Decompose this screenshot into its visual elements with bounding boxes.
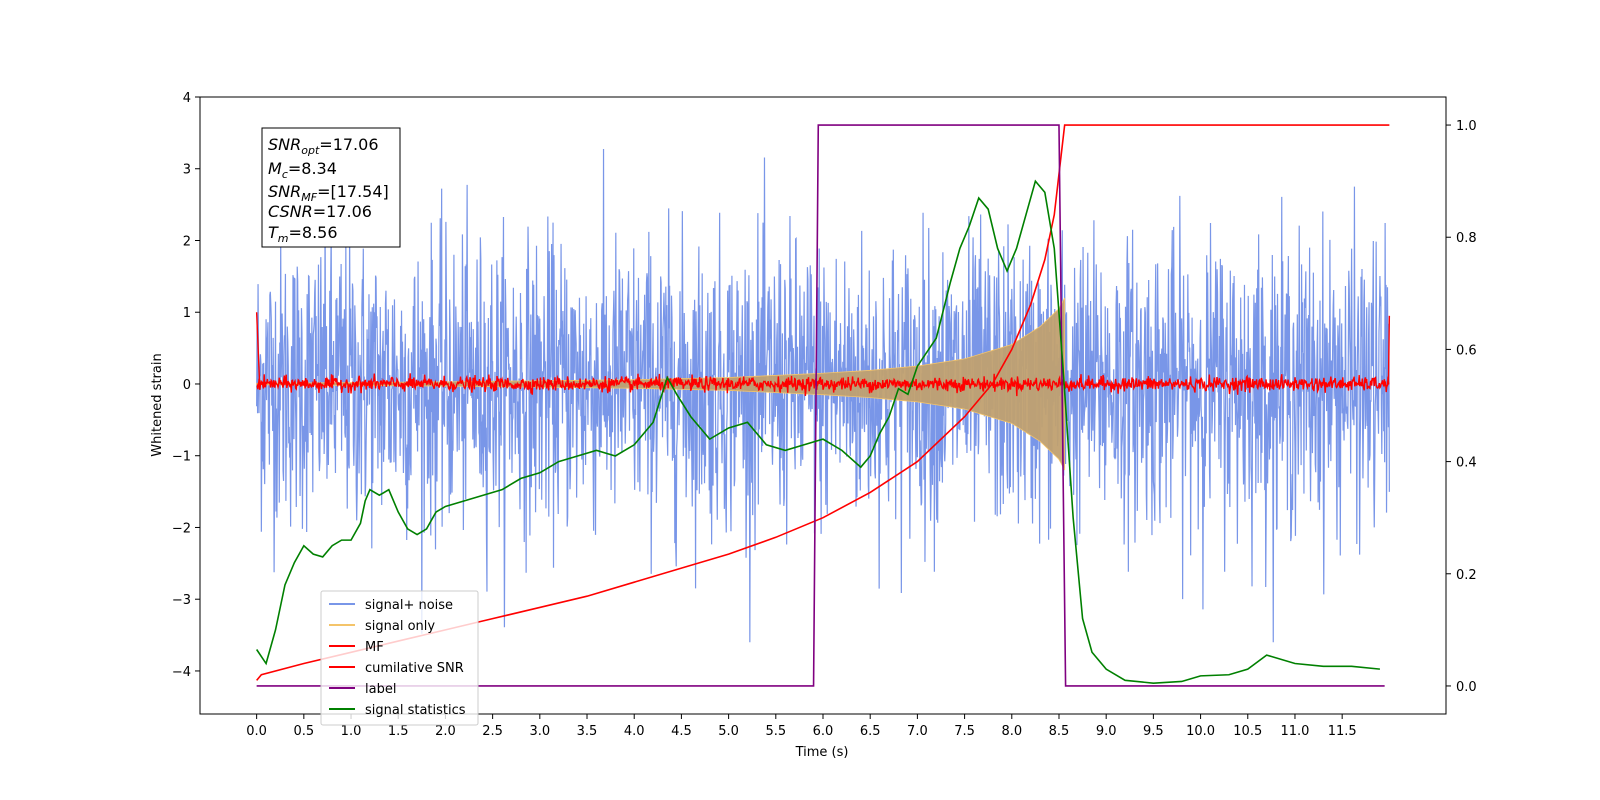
x-tick-label: 3.5 — [577, 724, 598, 739]
x-tick-label: 10.0 — [1186, 724, 1215, 739]
x-axis: 0.0 0.5 1.0 1.5 2.0 2.5 3.0 3.5 4.0 4.5 5.0 5.5 6.0 6… — [246, 714, 1357, 739]
legend-label: signal statistics — [365, 703, 466, 718]
x-tick-label: 1.5 — [388, 724, 409, 739]
x-tick-label: 4.5 — [671, 724, 692, 739]
x-tick-label: 3.0 — [529, 724, 550, 739]
legend: signal+ noise signal only MF cumilative SNR… — [320, 590, 479, 726]
legend-label: MF — [365, 640, 384, 655]
x-axis-label: Time (s) — [795, 745, 849, 760]
y-tick-label: −2 — [172, 521, 191, 536]
legend-item: MF — [329, 640, 384, 655]
annotation-snr-mf: SNRMF=[17.54] — [268, 182, 389, 204]
x-tick-label: 10.5 — [1233, 724, 1262, 739]
y-tick-label: 4 — [183, 91, 191, 106]
y-tick-label: 2 — [183, 234, 191, 249]
x-tick-label: 11.5 — [1328, 724, 1357, 739]
legend-label: signal only — [365, 619, 435, 634]
y2-tick-label: 0.8 — [1456, 231, 1477, 246]
legend-label: signal+ noise — [365, 598, 453, 613]
y2-tick-label: 0.0 — [1456, 680, 1477, 695]
legend-item: signal+ noise — [329, 598, 453, 613]
x-tick-label: 11.0 — [1280, 724, 1309, 739]
series-signal-statistics — [255, 179, 1380, 684]
y2-tick-label: 0.6 — [1456, 343, 1477, 358]
x-tick-label: 2.0 — [435, 724, 456, 739]
y-tick-label: −4 — [172, 665, 191, 680]
legend-label: cumilative SNR — [365, 661, 464, 676]
legend-item: label — [329, 682, 396, 697]
annotation-csnr: CSNR=17.06 — [268, 202, 372, 221]
legend-item: signal statistics — [329, 703, 466, 718]
y-tick-label: 3 — [183, 163, 191, 178]
y-tick-label: −1 — [172, 450, 191, 465]
y-axis-right: 1.0 0.8 0.6 0.4 0.2 0.0 — [1446, 119, 1477, 695]
series-mf — [255, 312, 1391, 397]
x-tick-label: 2.5 — [482, 724, 503, 739]
x-tick-label: 5.5 — [765, 724, 786, 739]
y-tick-label: 1 — [183, 306, 191, 321]
annotation-tm: Tm=8.56 — [268, 223, 338, 245]
y2-tick-label: 1.0 — [1456, 119, 1477, 134]
y2-tick-label: 0.2 — [1456, 568, 1477, 583]
annotation-mc: Mc=8.34 — [268, 159, 337, 181]
series-label — [256, 124, 1385, 687]
x-tick-label: 1.0 — [341, 724, 362, 739]
y-tick-label: −3 — [172, 593, 191, 608]
annotation-box: SNRopt=17.06 Mc=8.34 SNRMF=[17.54] CSNR=… — [261, 127, 401, 248]
y-axis-left: 4 3 2 1 0 −1 −2 −3 −4 — [172, 91, 200, 680]
x-tick-label: 9.5 — [1143, 724, 1164, 739]
x-tick-label: 9.0 — [1096, 724, 1117, 739]
x-tick-label: 0.0 — [246, 724, 267, 739]
y-tick-label: 0 — [183, 378, 191, 393]
legend-item: cumilative SNR — [329, 661, 464, 676]
annotation-snr-opt: SNRopt=17.06 — [268, 135, 379, 157]
x-tick-label: 6.5 — [860, 724, 881, 739]
x-tick-label: 7.5 — [954, 724, 975, 739]
y2-tick-label: 0.4 — [1456, 456, 1477, 471]
plot-series — [255, 124, 1391, 687]
x-tick-label: 7.0 — [907, 724, 928, 739]
series-signal-noise — [256, 149, 1390, 643]
x-tick-label: 8.0 — [1001, 724, 1022, 739]
legend-label: label — [365, 682, 396, 697]
x-tick-label: 0.5 — [293, 724, 314, 739]
legend-frame — [320, 590, 479, 726]
x-tick-label: 8.5 — [1049, 724, 1070, 739]
x-tick-label: 5.0 — [718, 724, 739, 739]
y-axis-label: Whitened strain — [150, 353, 165, 456]
x-tick-label: 6.0 — [813, 724, 834, 739]
legend-item: signal only — [329, 619, 435, 634]
x-tick-label: 4.0 — [624, 724, 645, 739]
